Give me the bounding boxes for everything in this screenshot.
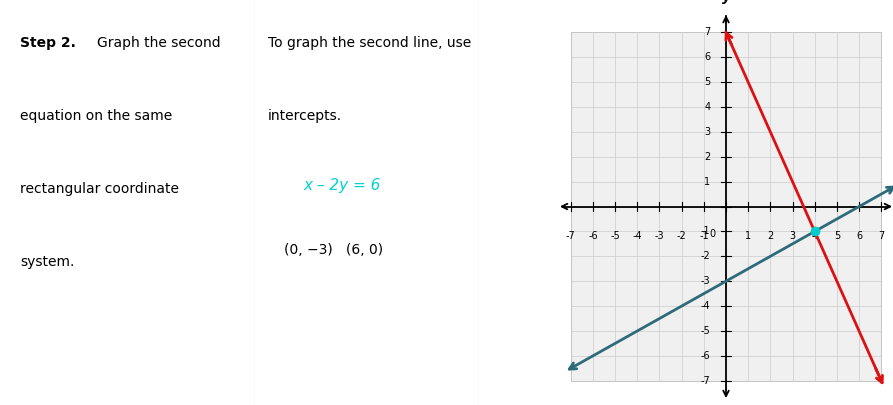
Text: 7: 7 bbox=[704, 28, 710, 37]
Text: 5: 5 bbox=[834, 231, 840, 241]
Text: To graph the second line, use: To graph the second line, use bbox=[268, 36, 472, 51]
Text: -3: -3 bbox=[655, 231, 664, 241]
Text: 4: 4 bbox=[812, 231, 818, 241]
Text: -5: -5 bbox=[700, 326, 710, 336]
Text: 3: 3 bbox=[789, 231, 796, 241]
Text: equation on the same: equation on the same bbox=[21, 109, 172, 124]
Text: -6: -6 bbox=[701, 351, 710, 361]
Text: -4: -4 bbox=[701, 301, 710, 311]
Text: -3: -3 bbox=[701, 276, 710, 286]
Text: 1: 1 bbox=[705, 177, 710, 187]
Text: rectangular coordinate: rectangular coordinate bbox=[21, 182, 179, 196]
Text: -2: -2 bbox=[677, 231, 687, 241]
Text: x – 2y = 6: x – 2y = 6 bbox=[304, 178, 381, 193]
Text: 5: 5 bbox=[704, 77, 710, 87]
Text: 2: 2 bbox=[704, 152, 710, 162]
Text: Graph the second: Graph the second bbox=[96, 36, 221, 51]
Text: Step 2.: Step 2. bbox=[21, 36, 76, 51]
Text: -7: -7 bbox=[566, 231, 576, 241]
Text: -6: -6 bbox=[588, 231, 597, 241]
Text: 4: 4 bbox=[705, 102, 710, 112]
Text: intercepts.: intercepts. bbox=[268, 109, 342, 124]
Text: 6: 6 bbox=[705, 52, 710, 62]
Text: y: y bbox=[722, 0, 730, 4]
Bar bbox=[571, 32, 881, 381]
Text: 1: 1 bbox=[745, 231, 751, 241]
Text: 2: 2 bbox=[767, 231, 773, 241]
Text: 3: 3 bbox=[705, 127, 710, 137]
Text: 7: 7 bbox=[878, 231, 884, 241]
Text: 0: 0 bbox=[709, 229, 715, 239]
Text: system.: system. bbox=[21, 255, 75, 269]
Text: -7: -7 bbox=[700, 376, 710, 386]
Text: -4: -4 bbox=[632, 231, 642, 241]
Text: -5: -5 bbox=[610, 231, 620, 241]
Text: -1: -1 bbox=[701, 226, 710, 237]
Text: -1: -1 bbox=[699, 231, 709, 241]
Text: (0, −3)   (6, 0): (0, −3) (6, 0) bbox=[283, 243, 383, 257]
Text: -2: -2 bbox=[700, 252, 710, 261]
Text: 6: 6 bbox=[856, 231, 862, 241]
